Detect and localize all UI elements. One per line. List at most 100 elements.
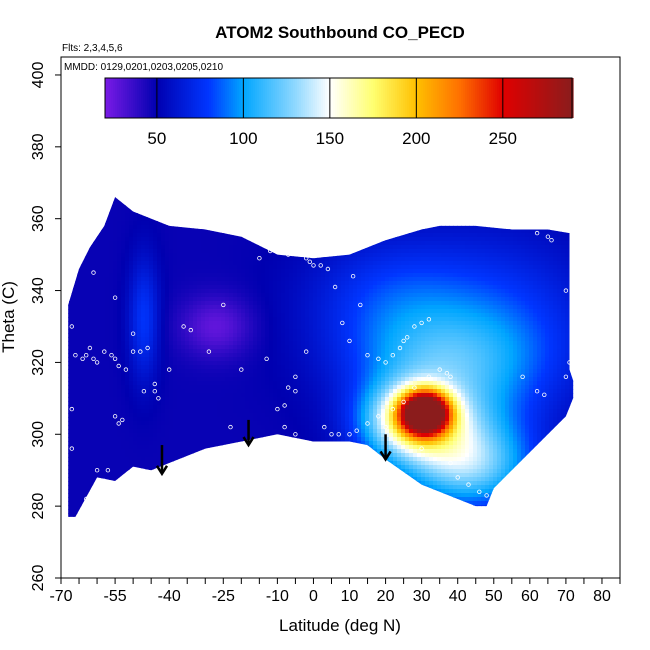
- flight-point: [102, 349, 107, 354]
- colorbar-gradient: [105, 78, 574, 118]
- y-tick-label: 320: [30, 349, 47, 376]
- colorbar-frame: [104, 77, 573, 119]
- flight-point: [401, 399, 406, 405]
- flight-points: [69, 230, 572, 502]
- x-tick-label: -70: [49, 588, 72, 605]
- x-tick-label: -55: [104, 588, 127, 605]
- flight-point: [257, 256, 262, 261]
- flight-point: [448, 460, 453, 466]
- flight-point: [336, 432, 341, 437]
- flight-point: [549, 237, 554, 243]
- flight-point: [83, 496, 89, 502]
- flight-point: [112, 356, 118, 361]
- x-tick-label: 0: [309, 588, 318, 605]
- flight-point: [293, 374, 298, 379]
- x-tick-label: -40: [158, 588, 181, 605]
- flight-point: [322, 424, 327, 430]
- flight-point: [307, 259, 312, 264]
- flight-point: [264, 356, 269, 361]
- flight-point: [426, 374, 432, 379]
- flight-point: [181, 324, 186, 329]
- flight-point: [376, 356, 381, 361]
- flight-point: [365, 421, 370, 426]
- flight-point: [293, 389, 298, 394]
- flight-point: [437, 367, 442, 372]
- flight-point: [112, 295, 118, 300]
- flight-point: [354, 428, 359, 433]
- flight-point: [542, 392, 547, 397]
- flight-point: [152, 381, 157, 387]
- flight-point: [130, 331, 136, 336]
- flight-point: [484, 493, 489, 498]
- flight-point: [102, 478, 107, 484]
- flight-point: [332, 284, 338, 290]
- flight-point: [206, 349, 212, 354]
- flight-point: [329, 432, 334, 437]
- flight-point: [397, 345, 403, 351]
- flight-point: [419, 320, 424, 326]
- flight-point: [545, 234, 551, 239]
- flight-point: [401, 338, 406, 344]
- x-axis-label: Latitude (deg N): [279, 616, 401, 635]
- colorbar: 50 100 150 200 250: [104, 77, 574, 148]
- flight-point: [156, 396, 161, 401]
- colorbar-tick-label: 200: [402, 129, 430, 148]
- flight-point: [286, 385, 291, 390]
- flight-point: [94, 360, 100, 365]
- flight-point: [304, 256, 309, 261]
- flight-point: [282, 424, 287, 430]
- x-axis: -70 -55 -40 -25 -10 0 10 20 30 40 50 60 70 80: [49, 578, 621, 605]
- flight-point: [365, 353, 370, 358]
- flight-point: [466, 482, 471, 487]
- x-tick-label: 70: [557, 588, 575, 605]
- flight-point: [109, 353, 114, 358]
- flight-point: [228, 424, 233, 430]
- flight-point: [69, 406, 74, 412]
- flight-point: [390, 406, 395, 412]
- x-tick-label: -10: [266, 588, 289, 605]
- flight-point: [376, 414, 381, 419]
- flight-point: [123, 367, 129, 372]
- flight-point: [239, 367, 244, 372]
- flight-point: [286, 252, 291, 257]
- flight-point: [94, 468, 100, 473]
- flight-point: [520, 374, 525, 379]
- flight-point: [83, 353, 89, 358]
- flight-point: [105, 468, 111, 473]
- flight-point: [318, 263, 323, 268]
- flight-point: [426, 317, 432, 322]
- flight-point: [188, 327, 193, 333]
- flights-note: Flts: 2,3,4,5,6: [62, 43, 123, 54]
- flight-point: [412, 324, 417, 329]
- flight-point: [278, 248, 284, 254]
- flight-point: [112, 414, 118, 419]
- arrow: [242, 419, 255, 448]
- arrow: [155, 445, 169, 477]
- flight-point: [166, 367, 172, 372]
- flight-point: [268, 248, 273, 254]
- flight-point: [69, 324, 74, 329]
- flight-point: [130, 349, 136, 354]
- flight-point: [138, 349, 143, 354]
- flight-point: [567, 360, 572, 365]
- x-tick-label: 50: [485, 588, 503, 605]
- arrow: [379, 434, 392, 462]
- flight-point: [383, 424, 388, 430]
- flight-point: [311, 263, 316, 268]
- flight-point: [563, 288, 569, 293]
- flight-point: [91, 270, 96, 275]
- y-tick-label: 360: [30, 205, 47, 232]
- flight-point: [275, 406, 280, 412]
- flight-point: [340, 320, 345, 326]
- x-tick-label: 20: [377, 588, 395, 605]
- flight-point: [390, 353, 395, 358]
- flight-point: [534, 230, 540, 236]
- flight-point: [145, 345, 150, 351]
- flight-point: [120, 417, 125, 423]
- flight-point: [455, 475, 460, 480]
- flight-point: [419, 446, 424, 451]
- flight-point: [383, 360, 388, 365]
- flight-point: [347, 432, 352, 437]
- flight-point: [412, 385, 417, 390]
